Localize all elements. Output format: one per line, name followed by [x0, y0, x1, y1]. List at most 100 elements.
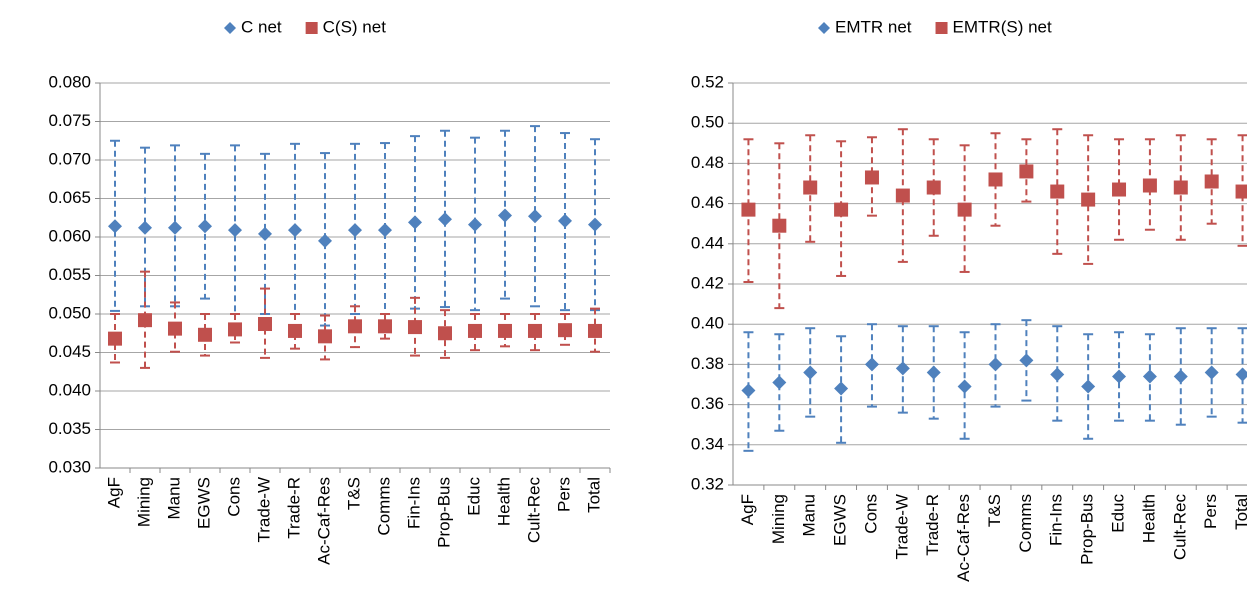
- marker-diamond: [1050, 367, 1065, 382]
- y-tick-label: 0.52: [691, 72, 724, 91]
- x-tick-label: Fin-Ins: [404, 477, 423, 529]
- x-tick-label: Total: [1232, 494, 1247, 530]
- marker-square: [228, 322, 242, 337]
- marker-square: [803, 180, 818, 195]
- x-tick-label: Ac-Caf-Res: [314, 477, 333, 565]
- legend-label: EMTR net: [835, 17, 912, 36]
- marker-diamond: [528, 209, 542, 224]
- marker-square: [988, 172, 1003, 187]
- marker-square: [1019, 164, 1034, 179]
- y-tick-label: 0.035: [48, 419, 91, 438]
- marker-diamond: [348, 223, 362, 238]
- x-tick-label: Manu: [800, 494, 819, 537]
- x-tick-label: Educ: [464, 477, 483, 516]
- x-tick-label: EGWS: [831, 494, 850, 546]
- marker-diamond: [1081, 379, 1096, 394]
- y-tick-label: 0.045: [48, 342, 91, 361]
- marker-diamond: [1235, 367, 1247, 382]
- marker-diamond: [198, 219, 212, 234]
- y-tick-label: 0.040: [48, 380, 91, 399]
- legend-label: EMTR(S) net: [953, 17, 1052, 36]
- x-tick-label: Health: [1139, 494, 1158, 543]
- marker-diamond: [168, 220, 182, 235]
- marker-diamond: [772, 375, 787, 390]
- marker-square: [1204, 174, 1219, 189]
- y-tick-label: 0.060: [48, 226, 91, 245]
- legend-label: C(S) net: [323, 17, 387, 36]
- marker-square: [741, 202, 756, 217]
- legend-marker: [935, 22, 948, 34]
- x-tick-label: Fin-Ins: [1047, 494, 1066, 546]
- marker-diamond: [864, 357, 879, 372]
- plot-panel: 0.030 0.035 0.040 0.045 0.050 0.055 0.060 0.065…: [48, 72, 611, 565]
- marker-diamond: [228, 223, 242, 238]
- legend-marker: [305, 22, 318, 34]
- y-tick-label: 0.44: [691, 233, 724, 252]
- marker-square: [1235, 184, 1247, 199]
- marker-diamond: [1019, 353, 1034, 368]
- marker-diamond: [988, 357, 1003, 372]
- x-tick-label: Manu: [164, 477, 183, 520]
- marker-diamond: [378, 223, 392, 238]
- marker-square: [138, 313, 152, 328]
- marker-square: [864, 170, 879, 185]
- x-tick-label: T&S: [344, 477, 363, 510]
- x-tick-label: Cons: [224, 477, 243, 517]
- marker-diamond: [957, 379, 972, 394]
- y-tick-label: 0.075: [48, 111, 91, 130]
- x-tick-label: Trade-W: [892, 494, 911, 560]
- y-tick-label: 0.48: [691, 153, 724, 172]
- marker-diamond: [834, 381, 849, 396]
- x-tick-label: Cult-Rec: [1170, 494, 1189, 561]
- x-tick-label: Health: [494, 477, 513, 526]
- marker-diamond: [288, 223, 302, 238]
- marker-square: [198, 327, 212, 342]
- marker-diamond: [108, 219, 122, 234]
- y-tick-label: 0.32: [691, 474, 724, 493]
- marker-diamond: [318, 233, 332, 248]
- marker-square: [438, 326, 452, 341]
- marker-diamond: [498, 208, 512, 223]
- marker-square: [288, 323, 302, 338]
- y-tick-label: 0.34: [691, 434, 724, 453]
- marker-diamond: [895, 361, 910, 376]
- marker-diamond: [558, 213, 572, 228]
- marker-diamond: [138, 220, 152, 235]
- y-tick-label: 0.080: [48, 72, 91, 91]
- marker-square: [1173, 180, 1188, 195]
- marker-diamond: [1112, 369, 1127, 384]
- marker-square: [378, 319, 392, 334]
- x-tick-label: Educ: [1109, 494, 1128, 533]
- y-tick-label: 0.50: [691, 113, 724, 132]
- y-tick-label: 0.46: [691, 193, 724, 212]
- marker-square: [498, 323, 512, 338]
- marker-square: [408, 320, 422, 335]
- marker-square: [1142, 178, 1157, 193]
- x-tick-label: EGWS: [194, 477, 213, 529]
- y-tick-label: 0.030: [48, 457, 91, 476]
- marker-square: [558, 323, 572, 338]
- marker-diamond: [588, 217, 602, 232]
- x-tick-label: AgF: [104, 477, 123, 508]
- marker-diamond: [1204, 365, 1219, 380]
- marker-square: [168, 321, 182, 336]
- x-tick-label: Prop-Bus: [434, 477, 453, 548]
- marker-square: [258, 317, 272, 332]
- marker-square: [1112, 182, 1127, 197]
- x-tick-label: Trade-R: [284, 477, 303, 539]
- x-tick-label: Comms: [1016, 494, 1035, 553]
- marker-square: [834, 202, 849, 217]
- marker-diamond: [438, 212, 452, 227]
- x-tick-label: Cons: [861, 494, 880, 534]
- y-tick-label: 0.055: [48, 265, 91, 284]
- x-tick-label: Mining: [134, 477, 153, 527]
- marker-square: [348, 319, 362, 334]
- y-tick-label: 0.050: [48, 303, 91, 322]
- y-tick-label: 0.38: [691, 354, 724, 373]
- marker-square: [1050, 184, 1065, 199]
- x-tick-label: AgF: [738, 494, 757, 525]
- y-tick-label: 0.40: [691, 314, 724, 333]
- x-tick-label: Total: [584, 477, 603, 513]
- legend-marker: [224, 22, 236, 34]
- x-tick-label: Ac-Caf-Res: [954, 494, 973, 582]
